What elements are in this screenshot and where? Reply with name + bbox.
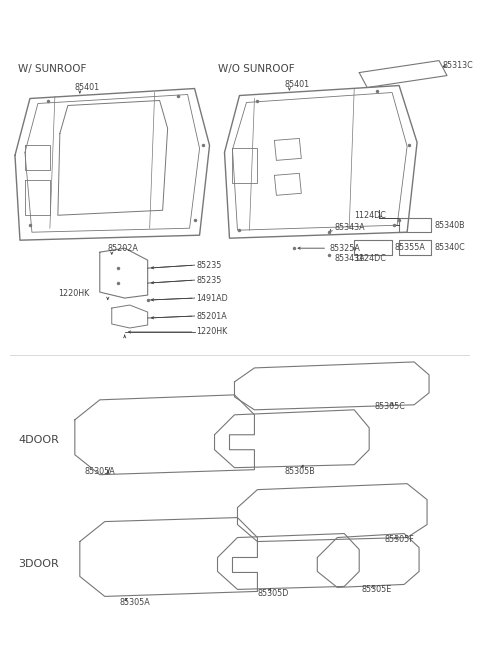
- Text: 85343A: 85343A: [334, 223, 365, 232]
- Text: 85313C: 85313C: [442, 61, 473, 70]
- Text: 85305C: 85305C: [374, 402, 405, 411]
- Text: 85343A: 85343A: [334, 253, 365, 263]
- Text: 4DOOR: 4DOOR: [18, 435, 59, 445]
- Text: 3DOOR: 3DOOR: [18, 559, 59, 569]
- Text: 85305A: 85305A: [85, 467, 116, 476]
- Text: 85325A: 85325A: [329, 244, 360, 253]
- Text: 85305D: 85305D: [257, 589, 289, 598]
- Text: 1491AD: 1491AD: [197, 293, 228, 303]
- Text: 1220HK: 1220HK: [59, 289, 90, 297]
- Text: 1124DC: 1124DC: [354, 211, 386, 219]
- Text: 85401: 85401: [75, 83, 100, 92]
- Text: 85202A: 85202A: [108, 244, 139, 253]
- Text: 85305E: 85305E: [361, 585, 392, 594]
- Text: 85235: 85235: [197, 261, 222, 270]
- Text: 1220HK: 1220HK: [197, 328, 228, 337]
- Text: 85305F: 85305F: [384, 535, 414, 544]
- Text: 85340B: 85340B: [434, 221, 465, 230]
- Text: 85201A: 85201A: [197, 312, 228, 320]
- Text: W/ SUNROOF: W/ SUNROOF: [18, 64, 86, 73]
- Text: 85235: 85235: [197, 276, 222, 285]
- Text: 85305A: 85305A: [120, 598, 151, 607]
- Text: 1124DC: 1124DC: [354, 253, 386, 263]
- Text: 85340C: 85340C: [434, 243, 465, 252]
- Text: 85305B: 85305B: [284, 467, 315, 476]
- Text: 85355A: 85355A: [394, 243, 425, 252]
- Text: W/O SUNROOF: W/O SUNROOF: [217, 64, 294, 73]
- Text: 85401: 85401: [284, 80, 310, 89]
